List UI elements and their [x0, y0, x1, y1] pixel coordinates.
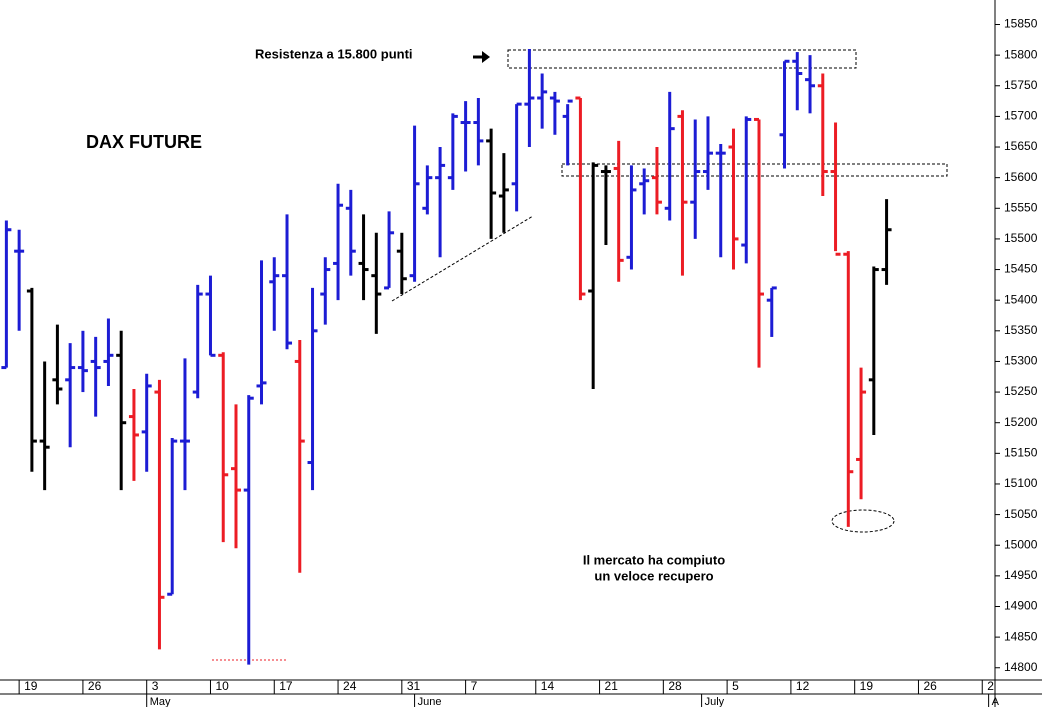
x-tick-label: 28 — [668, 679, 682, 693]
y-tick-label: 15000 — [1004, 537, 1038, 551]
y-tick-label: 14800 — [1004, 660, 1038, 674]
month-label: June — [418, 696, 442, 707]
resistance-box — [507, 49, 857, 69]
chart-title: DAX FUTURE — [86, 132, 202, 152]
y-tick-label: 15150 — [1004, 446, 1038, 460]
y-tick-label: 15300 — [1004, 354, 1038, 368]
annotation: Il mercato ha compiuto — [583, 552, 725, 567]
y-tick-label: 15450 — [1004, 262, 1038, 276]
y-tick-label: 14950 — [1004, 568, 1038, 582]
y-tick-label: 15400 — [1004, 292, 1038, 306]
x-tick-label: 14 — [541, 679, 555, 693]
month-label: May — [150, 696, 171, 707]
x-tick-label: 12 — [796, 679, 810, 693]
trend-line — [391, 215, 534, 302]
x-tick-label: 19 — [860, 679, 874, 693]
arrow — [473, 51, 490, 63]
low-ellipse — [831, 509, 895, 533]
x-tick-label: 26 — [923, 679, 937, 693]
x-tick-label: 10 — [215, 679, 229, 693]
x-tick-label: 31 — [407, 679, 421, 693]
x-tick-label: 3 — [152, 679, 159, 693]
y-tick-label: 15600 — [1004, 170, 1038, 184]
y-tick-label: 15350 — [1004, 323, 1038, 337]
x-tick-label: 17 — [279, 679, 293, 693]
y-tick-label: 14900 — [1004, 599, 1038, 613]
y-tick-label: 15250 — [1004, 384, 1038, 398]
x-tick-label: 21 — [605, 679, 619, 693]
annotation: un veloce recupero — [594, 568, 713, 583]
y-tick-label: 15550 — [1004, 200, 1038, 214]
y-tick-label: 14850 — [1004, 629, 1038, 643]
support-box — [561, 163, 948, 177]
y-tick-label: 15750 — [1004, 78, 1038, 92]
month-label: July — [705, 696, 725, 707]
y-tick-label: 15650 — [1004, 139, 1038, 153]
y-tick-label: 15500 — [1004, 231, 1038, 245]
y-tick-label: 15850 — [1004, 17, 1038, 31]
y-tick-label: 15800 — [1004, 47, 1038, 61]
x-tick-label: 26 — [88, 679, 102, 693]
y-tick-label: 15700 — [1004, 109, 1038, 123]
x-tick-label: 2 — [987, 679, 994, 693]
y-tick-label: 15050 — [1004, 507, 1038, 521]
month-label: A — [992, 696, 1000, 707]
y-tick-label: 15200 — [1004, 415, 1038, 429]
x-tick-label: 7 — [471, 679, 478, 693]
x-tick-label: 19 — [24, 679, 38, 693]
x-tick-label: 24 — [343, 679, 357, 693]
annotation: Resistenza a 15.800 punti — [255, 46, 413, 61]
y-tick-label: 15100 — [1004, 476, 1038, 490]
x-tick-label: 5 — [732, 679, 739, 693]
